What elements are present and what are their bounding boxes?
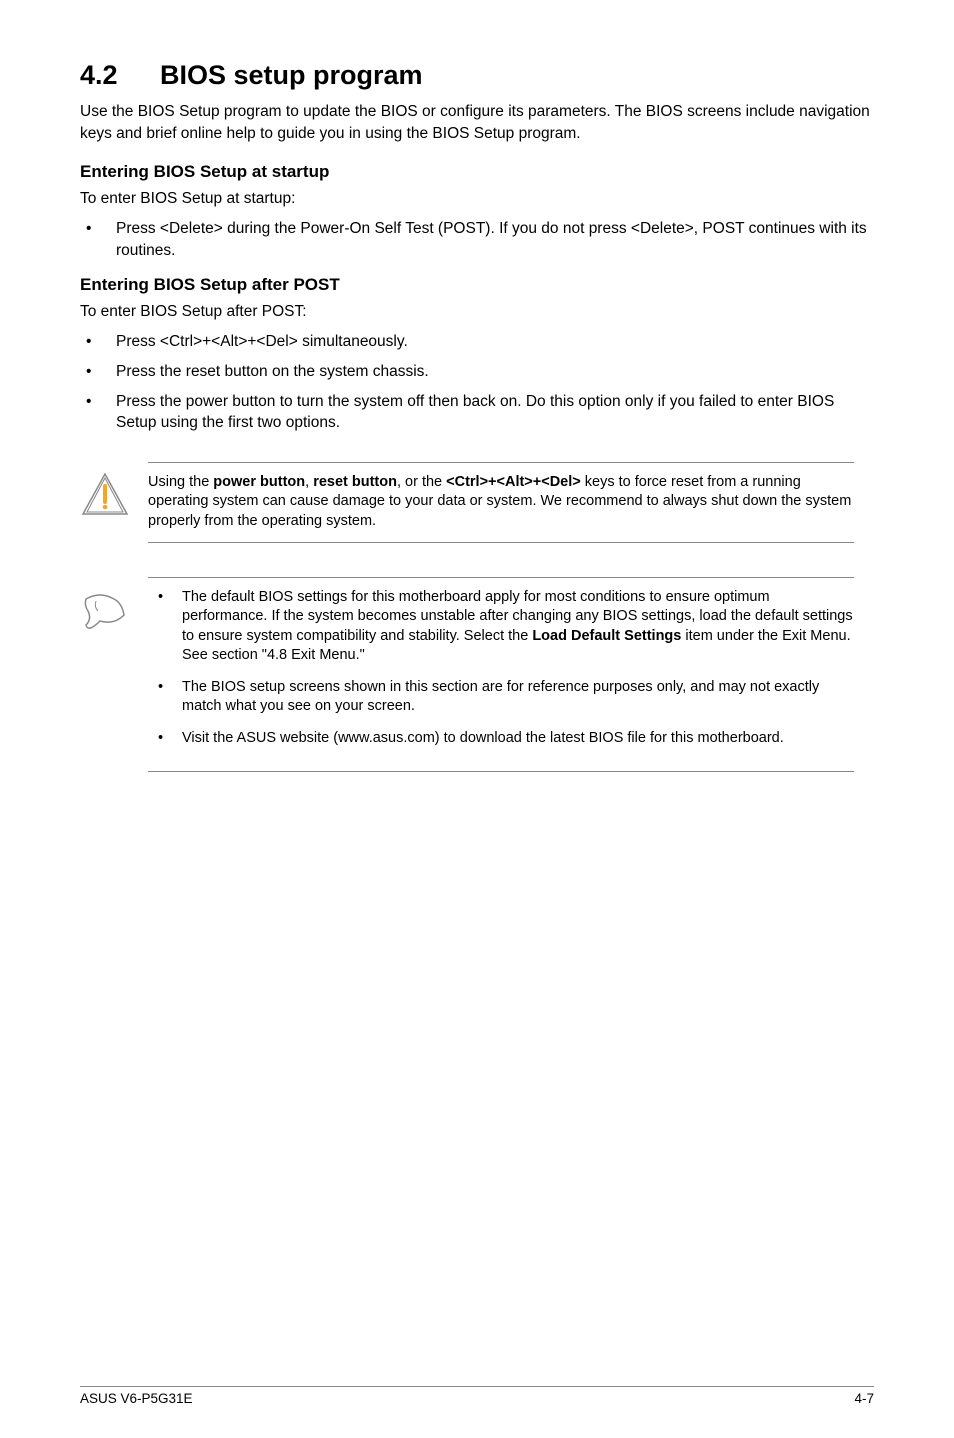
heading-title: BIOS setup program bbox=[160, 60, 423, 90]
heading-number: 4.2 bbox=[80, 60, 160, 91]
lead-post: To enter BIOS Setup after POST: bbox=[80, 301, 874, 323]
text-fragment: , or the bbox=[397, 474, 446, 490]
warning-icon bbox=[80, 470, 130, 520]
note-callout: The default BIOS settings for this mothe… bbox=[148, 577, 854, 772]
warning-callout: Using the power button, reset button, or… bbox=[148, 462, 854, 543]
divider bbox=[148, 542, 854, 543]
note-list: The default BIOS settings for this mothe… bbox=[148, 588, 854, 749]
text-bold: <Ctrl>+<Alt>+<Del> bbox=[446, 474, 581, 490]
text-fragment: Using the bbox=[148, 474, 213, 490]
text-bold: power button bbox=[213, 474, 305, 490]
intro-paragraph: Use the BIOS Setup program to update the… bbox=[80, 101, 874, 144]
subheading-startup: Entering BIOS Setup at startup bbox=[80, 162, 874, 182]
list-item: Press <Ctrl>+<Alt>+<Del> simultaneously. bbox=[80, 331, 874, 353]
page-footer: ASUS V6-P5G31E 4-7 bbox=[80, 1386, 874, 1406]
list-item: The default BIOS settings for this mothe… bbox=[148, 588, 854, 666]
note-body: The default BIOS settings for this mothe… bbox=[148, 578, 854, 771]
warning-text: Using the power button, reset button, or… bbox=[148, 463, 854, 542]
section-heading: 4.2BIOS setup program bbox=[80, 60, 874, 91]
list-item: The BIOS setup screens shown in this sec… bbox=[148, 678, 854, 717]
list-item: Visit the ASUS website (www.asus.com) to… bbox=[148, 729, 854, 749]
text-bold: reset button bbox=[313, 474, 397, 490]
list-item: Press the power button to turn the syste… bbox=[80, 391, 874, 434]
text-bold: Load Default Settings bbox=[532, 628, 681, 644]
footer-left: ASUS V6-P5G31E bbox=[80, 1391, 193, 1406]
subheading-post: Entering BIOS Setup after POST bbox=[80, 275, 874, 295]
footer-right: 4-7 bbox=[854, 1391, 874, 1406]
list-item: Press <Delete> during the Power-On Self … bbox=[80, 218, 874, 261]
text-fragment: , bbox=[305, 474, 313, 490]
post-list: Press <Ctrl>+<Alt>+<Del> simultaneously.… bbox=[80, 331, 874, 434]
startup-list: Press <Delete> during the Power-On Self … bbox=[80, 218, 874, 261]
note-icon bbox=[80, 585, 130, 635]
list-item: Press the reset button on the system cha… bbox=[80, 361, 874, 383]
lead-startup: To enter BIOS Setup at startup: bbox=[80, 188, 874, 210]
divider bbox=[148, 771, 854, 772]
